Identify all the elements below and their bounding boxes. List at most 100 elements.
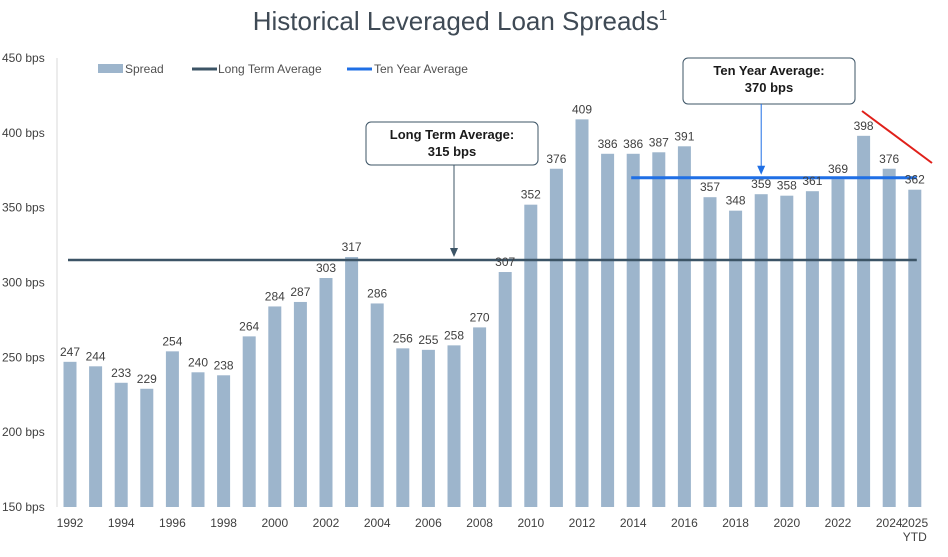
legend-item: Long Term Average: [192, 62, 322, 76]
x-tick-label: 2012: [569, 516, 596, 530]
y-tick-label: 150 bps: [2, 500, 45, 514]
bar: [780, 195, 794, 507]
bar: [370, 303, 384, 507]
data-label: 240: [188, 355, 208, 369]
bar: [396, 348, 410, 507]
y-tick-label: 450 bps: [2, 51, 45, 65]
x-tick-label: 1996: [159, 516, 186, 530]
bar: [908, 189, 922, 507]
bar: [729, 210, 743, 507]
callout-title: Long Term Average:: [390, 127, 514, 142]
data-label: 352: [521, 188, 541, 202]
bar: [140, 388, 154, 507]
x-tick-label: 2006: [415, 516, 442, 530]
bar: [831, 179, 845, 508]
data-label: 361: [802, 174, 822, 188]
data-label: 362: [905, 173, 925, 187]
long-term-average-callout: Long Term Average: 315 bps: [365, 121, 539, 258]
data-label: 359: [751, 177, 771, 191]
bar: [421, 349, 435, 507]
bar: [652, 152, 666, 508]
data-label: 256: [393, 331, 413, 345]
legend-item: Spread: [98, 62, 164, 76]
x-tick-label: 2008: [466, 516, 493, 530]
bar: [217, 375, 231, 507]
bar: [268, 306, 282, 507]
bar: [473, 327, 487, 507]
legend-item: Ten Year Average: [347, 62, 468, 76]
ten-year-average-callout: Ten Year Average: 370 bps: [682, 57, 856, 175]
legend-swatch-bar: [98, 64, 123, 73]
data-label: 357: [700, 180, 720, 194]
callout-box: [365, 121, 539, 166]
x-tick-label: 2020: [773, 516, 800, 530]
bar: [89, 366, 103, 507]
x-tick-label: 1992: [57, 516, 84, 530]
callouts: Long Term Average: 315 bps Ten Year Averag…: [365, 57, 856, 258]
bar: [293, 301, 307, 507]
red-pen-stroke: [861, 110, 933, 164]
data-label: 307: [495, 255, 515, 269]
bar: [857, 135, 871, 507]
x-tick-label: 2025: [901, 516, 928, 530]
bar: [754, 194, 768, 508]
data-label: 348: [726, 194, 746, 208]
data-label: 386: [598, 137, 618, 151]
data-label: 254: [162, 334, 182, 348]
bar: [498, 272, 512, 507]
data-label: 244: [86, 349, 106, 363]
x-tick-label: 2004: [364, 516, 391, 530]
callout-arrow-head: [757, 165, 766, 175]
bar-series-spread: [63, 119, 922, 508]
x-tick-label: 2018: [722, 516, 749, 530]
data-label: 229: [137, 372, 157, 386]
data-label: 303: [316, 261, 336, 275]
chart-title: Historical Leveraged Loan Spreads1: [253, 6, 667, 36]
bar: [319, 278, 333, 507]
x-tick-label: 2000: [261, 516, 288, 530]
bar: [191, 372, 205, 507]
legend: Spread Long Term Average Ten Year Average: [98, 62, 468, 76]
data-label: 247: [60, 345, 80, 359]
callout-title: Ten Year Average:: [713, 63, 824, 78]
data-label: 391: [674, 129, 694, 143]
bar: [677, 146, 691, 507]
bar: [882, 168, 896, 507]
bar: [242, 336, 256, 507]
bar: [63, 361, 77, 507]
bar: [601, 153, 615, 507]
data-label: 286: [367, 286, 387, 300]
data-label: 369: [828, 162, 848, 176]
legend-label: Spread: [125, 62, 164, 76]
callout-box: [682, 57, 856, 105]
callout-arrow-head: [450, 248, 458, 258]
data-label: 270: [470, 310, 490, 324]
x-tick-label: 1998: [210, 516, 237, 530]
y-tick-label: 400 bps: [2, 126, 45, 140]
x-tick-label: 2010: [517, 516, 544, 530]
y-tick-label: 300 bps: [2, 276, 45, 290]
x-tick-label: 2024: [876, 516, 903, 530]
x-tick-sublabel: YTD: [903, 530, 927, 544]
bar: [626, 153, 640, 507]
data-label: 376: [879, 152, 899, 166]
data-label: 264: [239, 319, 259, 333]
legend-label: Long Term Average: [218, 62, 322, 76]
bar: [447, 345, 461, 507]
x-axis: 1992 1994 1996 1998 2000 2002 2004 2006 2008 2010…: [57, 516, 929, 544]
data-label: 376: [546, 152, 566, 166]
bar: [549, 168, 563, 507]
y-tick-label: 250 bps: [2, 350, 45, 364]
data-label: 409: [572, 102, 592, 116]
y-tick-label: 350 bps: [2, 201, 45, 215]
bar: [575, 119, 589, 507]
bar: [165, 351, 179, 507]
data-label: 386: [623, 137, 643, 151]
callout-value: 315 bps: [428, 144, 476, 159]
x-tick-label: 2016: [671, 516, 698, 530]
callout-value: 370 bps: [745, 80, 793, 95]
legend-label: Ten Year Average: [374, 62, 468, 76]
data-label: 258: [444, 328, 464, 342]
x-tick-label: 2022: [825, 516, 852, 530]
